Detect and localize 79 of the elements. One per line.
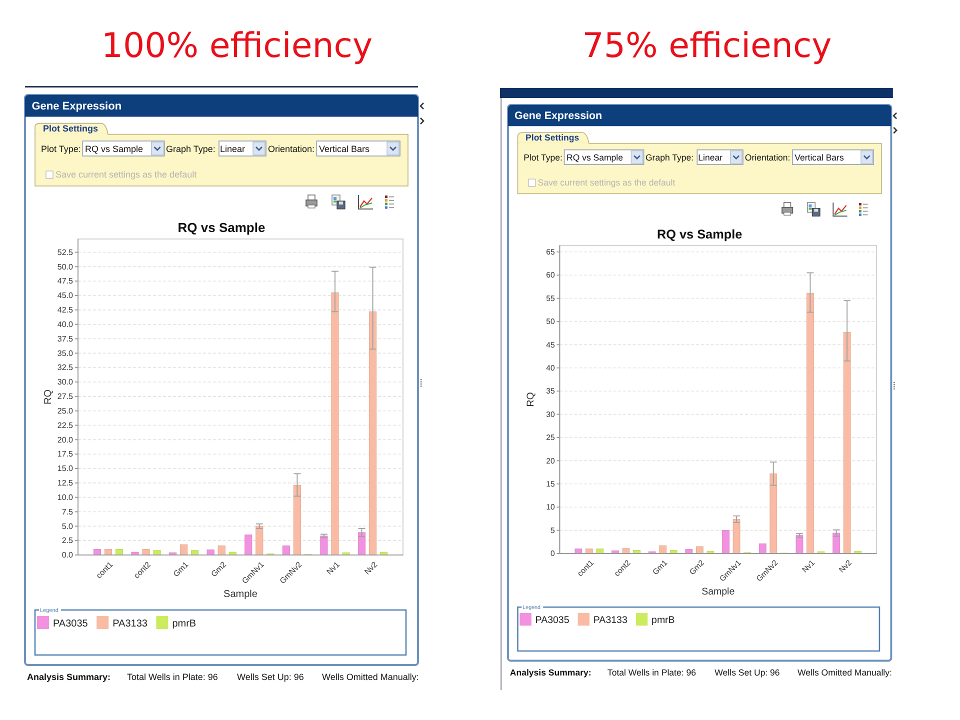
chart-title: RQ vs Sample — [178, 220, 266, 235]
y-tick-label: 25 — [546, 433, 556, 442]
text: Orientation: — [744, 152, 790, 163]
y-tick-label: 30.0 — [57, 378, 74, 387]
text: Plot Settings — [43, 124, 98, 134]
y-tick-label: 10 — [546, 502, 556, 512]
text: Vertical Bars — [794, 152, 844, 163]
y-tick-label: 20.0 — [57, 435, 74, 444]
chart-title: RQ vs Sample — [657, 228, 742, 242]
legend-label: PA3133 — [593, 615, 628, 626]
y-tick-label: 10.0 — [57, 492, 74, 502]
x-axis-title: Sample — [702, 586, 735, 598]
y-tick-label: 37.5 — [57, 334, 74, 344]
y-tick-label: 5.0 — [62, 522, 74, 531]
y-tick-label: 52.5 — [57, 248, 74, 257]
x-tick-label: Gm1 — [172, 560, 191, 579]
y-tick-label: 42.5 — [57, 306, 74, 315]
text: Analysis Summary: — [510, 667, 592, 678]
legend-label: PA3035 — [53, 618, 88, 630]
x-tick-label: Nv2 — [362, 560, 380, 576]
text: 100% efficiency — [101, 26, 373, 66]
y-axis-title: RQ — [43, 389, 54, 404]
y-tick-label: 0.0 — [62, 550, 74, 560]
y-tick-label: 50 — [546, 317, 556, 326]
text: Plot Type: — [524, 152, 562, 163]
y-tick-label: 2.5 — [62, 536, 74, 546]
text: Graph Type: — [166, 144, 216, 154]
text: Total Wells in Plate: 96 — [607, 667, 696, 678]
text: Wells Set Up: 96 — [237, 672, 304, 682]
y-tick-label: 12.5 — [57, 478, 74, 488]
text: Plot Settings — [526, 132, 580, 143]
text: Graph Type: — [645, 152, 694, 163]
y-tick-label: 45.0 — [57, 291, 74, 300]
y-tick-label: 30 — [546, 410, 556, 419]
text: RQ vs Sample — [85, 144, 144, 154]
text: Analysis Summary: — [27, 672, 111, 682]
text: 75% efficiency — [582, 26, 832, 66]
text: Total Wells in Plate: 96 — [127, 672, 218, 682]
y-tick-label: 32.5 — [57, 363, 74, 372]
y-tick-label: 27.5 — [57, 392, 74, 402]
legend-label: PA3035 — [535, 615, 570, 626]
text: Orientation: — [268, 144, 315, 154]
y-tick-label: 45 — [546, 340, 556, 350]
text: Save current settings as the default — [56, 170, 198, 180]
text: Linear — [698, 152, 723, 163]
y-tick-label: 60 — [546, 270, 556, 280]
y-tick-label: 15 — [546, 479, 556, 488]
text: Gene Expression — [32, 100, 122, 112]
legend-label: pmrB — [652, 615, 675, 626]
y-tick-label: 25.0 — [57, 406, 74, 416]
text: Gene Expression — [514, 110, 602, 122]
y-tick-label: 35 — [546, 386, 556, 396]
text: Plot Type: — [41, 144, 81, 154]
text: Wells Omitted Manually: — [322, 672, 419, 682]
y-tick-label: 50.0 — [57, 262, 74, 272]
y-tick-label: 22.5 — [57, 420, 74, 430]
y-tick-label: 7.5 — [62, 507, 74, 516]
y-axis-title: RQ — [525, 392, 536, 407]
text: Vertical Bars — [319, 144, 370, 154]
y-tick-label: 35.0 — [57, 348, 74, 358]
y-tick-label: 15.0 — [57, 464, 74, 474]
y-tick-label: 40.0 — [57, 320, 74, 329]
text: Save current settings as the default — [538, 177, 676, 188]
x-axis-title: Sample — [224, 589, 258, 600]
legend-label: pmrB — [172, 618, 196, 630]
legend-label: PA3133 — [112, 618, 148, 630]
text: Linear — [220, 144, 246, 154]
text: RQ vs Sample — [566, 152, 624, 163]
y-tick-label: 0 — [550, 549, 556, 558]
y-tick-label: 55 — [546, 294, 556, 303]
y-tick-label: 5 — [550, 526, 556, 535]
x-tick-label: Nv1 — [324, 560, 342, 576]
text: Wells Omitted Manually: — [798, 667, 892, 678]
text: Wells Set Up: 96 — [714, 667, 780, 678]
y-tick-label: 65 — [546, 247, 556, 256]
y-tick-label: 40 — [546, 363, 556, 372]
y-tick-label: 20 — [546, 456, 556, 466]
y-tick-label: 17.5 — [57, 450, 74, 459]
y-tick-label: 47.5 — [57, 276, 74, 286]
